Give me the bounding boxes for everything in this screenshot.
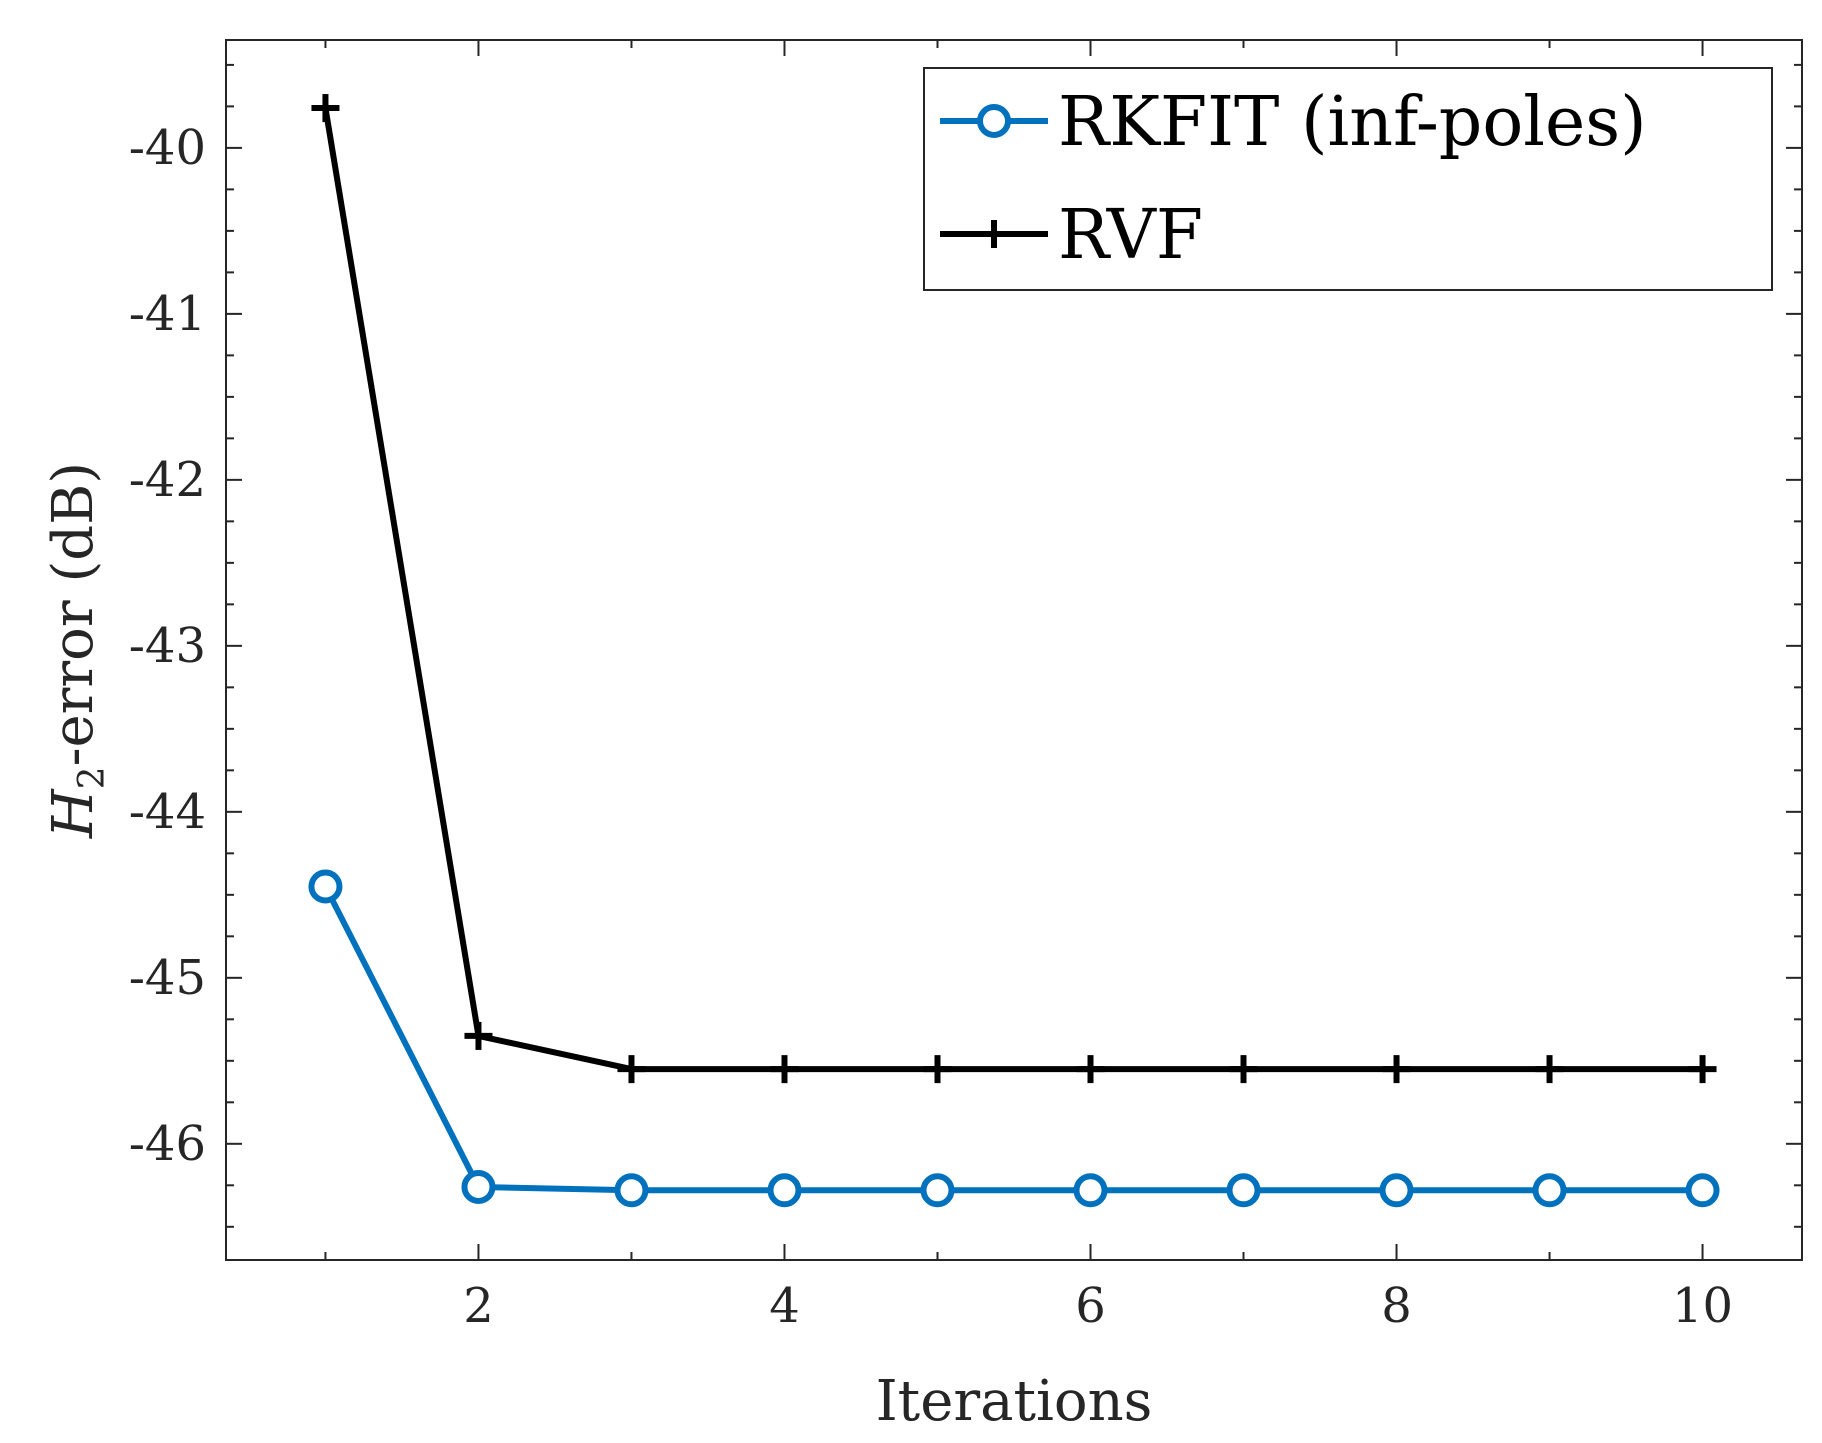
x-tick-label: 6 [1075, 1278, 1106, 1334]
axis-ticks [226, 40, 1802, 1260]
x-tick-labels: 2 4 6 8 10 [463, 1278, 1733, 1334]
legend: RKFIT (inf-poles) RVF [923, 67, 1773, 291]
point-rkfit [1226, 1173, 1261, 1208]
point-rkfit [614, 1173, 649, 1208]
x-tick-label: 10 [1672, 1278, 1733, 1334]
point-rvf [923, 1055, 952, 1084]
point-rvf [311, 94, 340, 123]
y-axis-title-symbol: H [41, 788, 106, 839]
y-axis-title-suffix: -error (dB) [41, 462, 106, 767]
series-line-rkfit [322, 885, 1703, 1194]
point-rkfit [1532, 1173, 1567, 1208]
point-rvf [617, 1055, 646, 1084]
y-tick-label: -46 [129, 1116, 206, 1172]
point-rvf [1076, 1055, 1105, 1084]
x-tick-label: 8 [1381, 1278, 1412, 1334]
point-rkfit [1073, 1173, 1108, 1208]
y-axis-title: H2-error (dB) [41, 462, 113, 839]
x-tick-label: 2 [463, 1278, 494, 1334]
series-layer [308, 94, 1720, 1208]
y-axis-title-subscript: 2 [72, 766, 113, 789]
point-rvf [770, 1055, 799, 1084]
y-tick-label: -44 [129, 784, 206, 840]
y-tick-labels: -46 -45 -44 -43 -42 -41 -40 [129, 120, 206, 1172]
point-rkfit [1685, 1173, 1720, 1208]
x-axis-title: Iterations [876, 1369, 1153, 1434]
point-rvf [1229, 1055, 1258, 1084]
series-line-rvf [322, 107, 1703, 1073]
point-rkfit [308, 869, 343, 904]
y-tick-label: -40 [129, 120, 206, 176]
point-rkfit [767, 1173, 802, 1208]
y-tick-label: -45 [129, 950, 206, 1006]
point-rvf [1535, 1055, 1564, 1084]
legend-marker-rkfit [977, 104, 1011, 138]
y-tick-label: -43 [129, 618, 206, 674]
legend-label-rvf: RVF [1058, 196, 1203, 275]
y-tick-label: -42 [129, 452, 206, 508]
point-rkfit [1379, 1173, 1414, 1208]
x-tick-label: 4 [769, 1278, 800, 1334]
point-rvf [464, 1021, 493, 1050]
legend-label-rkfit: RKFIT (inf-poles) [1058, 83, 1647, 162]
legend-box [923, 67, 1773, 291]
point-rkfit [461, 1169, 496, 1204]
point-rvf [1382, 1055, 1411, 1084]
y-tick-label: -41 [129, 286, 206, 342]
point-rvf [1688, 1055, 1717, 1084]
point-rkfit [920, 1173, 955, 1208]
